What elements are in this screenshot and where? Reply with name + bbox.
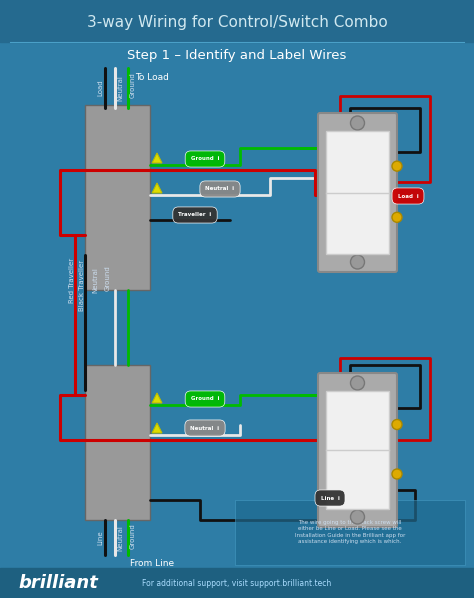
Text: Line  i: Line i [320,496,339,501]
Text: Neutral: Neutral [117,525,123,551]
FancyBboxPatch shape [318,373,397,527]
Circle shape [392,161,402,171]
Circle shape [392,469,402,479]
Text: Neutral  i: Neutral i [191,426,219,431]
Bar [235,500,465,565]
Text: Ground: Ground [130,72,136,98]
Text: Red Traveller: Red Traveller [69,257,75,303]
Text: Ground  i: Ground i [191,157,219,161]
Text: Ground: Ground [130,523,136,549]
Text: brilliant: brilliant [18,574,98,592]
Text: Ground: Ground [105,265,111,291]
Bar [0,568,474,598]
Circle shape [392,420,402,429]
Bar [326,391,389,509]
Text: Traveller  i: Traveller i [178,212,211,218]
Polygon shape [152,153,162,163]
Text: The wire going to the black screw will
either be Line or Load. Please see the
In: The wire going to the black screw will e… [295,520,405,544]
Text: 3-way Wiring for Control/Switch Combo: 3-way Wiring for Control/Switch Combo [87,14,387,29]
Text: From Line: From Line [130,559,174,568]
Bar [85,105,150,290]
Circle shape [350,376,365,390]
Bar [0,0,474,42]
FancyBboxPatch shape [318,113,397,272]
Polygon shape [152,423,162,433]
Text: Neutral: Neutral [117,75,123,101]
Polygon shape [152,393,162,403]
Text: Neutral: Neutral [92,267,98,293]
Text: For additional support, visit support.brilliant.tech: For additional support, visit support.br… [142,578,332,587]
Circle shape [350,255,365,269]
Text: To Load: To Load [135,74,169,83]
Circle shape [350,510,365,524]
Bar [326,131,389,254]
Text: Load  i: Load i [398,194,419,199]
Text: Load: Load [97,80,103,96]
Polygon shape [152,183,162,193]
Circle shape [350,116,365,130]
Text: Line: Line [97,530,103,545]
Text: Black Traveller: Black Traveller [79,260,85,310]
Text: Ground  i: Ground i [191,396,219,401]
Text: Step 1 – Identify and Label Wires: Step 1 – Identify and Label Wires [128,50,346,63]
Circle shape [392,212,402,222]
Bar [85,365,150,520]
Text: Neutral  i: Neutral i [205,187,235,191]
